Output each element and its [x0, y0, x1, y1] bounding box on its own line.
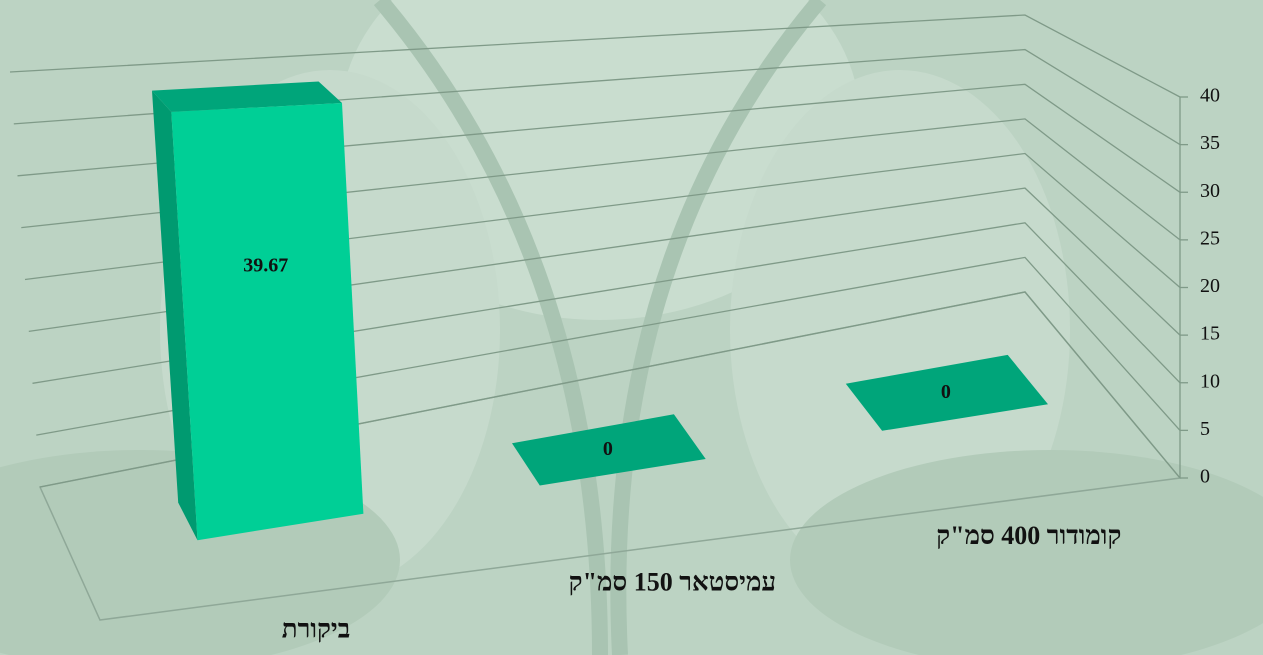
x-tick-label: עמיסטאר 150 סמ"ק — [569, 568, 776, 597]
bar-top — [845, 354, 1048, 431]
bar-top — [152, 81, 342, 112]
y-tick-label: 40 — [1200, 85, 1220, 107]
data-label: 39.67 — [243, 254, 288, 276]
grid-line — [17, 83, 1181, 193]
bar-side — [152, 90, 198, 541]
y-tick-label: 30 — [1200, 180, 1220, 202]
x-tick-label: ביקורת — [282, 615, 351, 644]
grid-line — [36, 256, 1181, 436]
y-tick-label: 15 — [1200, 323, 1220, 345]
bar-front — [171, 103, 364, 541]
grid-line — [9, 14, 1181, 98]
bar-front — [882, 404, 1048, 431]
grid-line — [39, 291, 1181, 488]
data-label: 0 — [603, 438, 613, 460]
y-tick-label: 20 — [1200, 275, 1220, 297]
y-tick-label: 25 — [1200, 227, 1220, 249]
grid-line — [24, 152, 1181, 288]
y-tick-label: 35 — [1200, 132, 1220, 154]
grid-line — [21, 118, 1181, 241]
grid-line — [32, 222, 1181, 384]
data-label: 0 — [941, 381, 951, 403]
grid-line — [13, 48, 1181, 146]
x-tick-label: קומודור 400 סמ"ק — [936, 521, 1121, 550]
bar-top — [512, 414, 706, 486]
y-tick-label: 10 — [1200, 370, 1220, 392]
grid-line — [28, 187, 1181, 336]
y-tick-label: 5 — [1200, 418, 1210, 440]
y-tick-label: 0 — [1200, 466, 1210, 488]
